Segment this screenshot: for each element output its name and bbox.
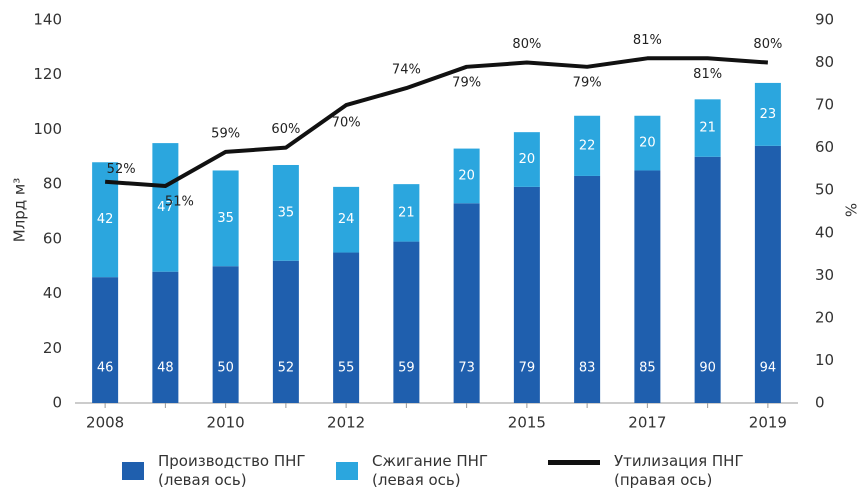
bar [754, 82, 781, 146]
bar-value-label: 35 [217, 211, 234, 226]
y-tick-label: 120 [33, 65, 62, 83]
y-tick-label: 100 [33, 120, 62, 138]
y2-tick-label: 40 [815, 223, 834, 241]
y2-tick-label: 60 [815, 138, 834, 156]
legend-swatch [336, 462, 358, 480]
bar-value-label: 20 [519, 152, 536, 167]
bar [634, 115, 661, 171]
bar [694, 156, 721, 403]
y-axis-label: Млрд м³ [11, 178, 29, 243]
legend-item: Сжигание ПНГ (левая ось) [336, 452, 502, 490]
x-tick-label: 2017 [628, 414, 666, 432]
y2-tick-label: 0 [815, 394, 825, 412]
legend-item: Производство ПНГ (левая ось) [122, 452, 308, 490]
bar [333, 186, 360, 253]
line-value-label: 74% [392, 63, 421, 78]
y-tick-label: 80 [43, 175, 62, 193]
bar-value-label: 73 [458, 361, 475, 376]
line-value-label: 80% [753, 37, 782, 52]
line-value-label: 52% [107, 162, 136, 177]
line-value-label: 60% [271, 122, 300, 137]
line-value-label: 79% [452, 75, 481, 90]
line-value-label: 80% [512, 37, 541, 52]
bar-value-label: 50 [217, 361, 234, 376]
y2-tick-label: 10 [815, 351, 834, 369]
bar-value-label: 83 [579, 361, 596, 376]
line-value-label: 81% [693, 67, 722, 82]
bar [453, 203, 480, 403]
bar [152, 143, 179, 272]
bar [513, 132, 540, 187]
bar-value-label: 94 [760, 361, 777, 376]
bar [212, 170, 239, 267]
y-tick-label: 40 [43, 284, 62, 302]
bar [152, 271, 179, 403]
bar-value-label: 21 [398, 205, 415, 220]
bar [92, 277, 119, 403]
bar [453, 148, 480, 204]
y-tick-label: 0 [52, 394, 62, 412]
x-tick-label: 2019 [749, 414, 787, 432]
y2-axis-label: % [842, 203, 858, 217]
legend-swatch [548, 460, 600, 465]
bar [574, 115, 601, 176]
bar-value-label: 46 [97, 361, 114, 376]
bar [272, 260, 299, 403]
x-tick-label: 2010 [207, 414, 245, 432]
y2-tick-label: 90 [815, 11, 834, 29]
y-tick-label: 60 [43, 229, 62, 247]
bar-value-label: 35 [278, 205, 295, 220]
bar [754, 145, 781, 404]
bar [513, 186, 540, 403]
line [104, 56, 769, 188]
bar-value-label: 85 [639, 361, 656, 376]
bar-value-label: 23 [760, 107, 777, 122]
line-value-label: 51% [165, 194, 194, 209]
line-value-label: 79% [573, 75, 602, 90]
bar-value-label: 24 [338, 212, 355, 227]
bar-value-label: 52 [278, 361, 295, 376]
bar [333, 252, 360, 403]
y2-tick-label: 30 [815, 266, 834, 284]
legend-label: Сжигание ПНГ (левая ось) [372, 452, 489, 489]
y-tick-label: 140 [33, 11, 62, 29]
legend-swatch [122, 462, 144, 480]
x-tick-label: 2012 [327, 414, 365, 432]
bar-value-label: 20 [639, 136, 656, 151]
legend-label: Производство ПНГ (левая ось) [158, 452, 306, 489]
bar-value-label: 48 [157, 361, 174, 376]
bar-value-label: 59 [398, 361, 415, 376]
y2-tick-label: 50 [815, 181, 834, 199]
legend-item: Утилизация ПНГ (правая ось) [548, 452, 794, 490]
y-tick-label: 20 [43, 339, 62, 357]
legend-label: Утилизация ПНГ (правая ось) [614, 452, 744, 489]
y2-tick-label: 80 [815, 53, 834, 71]
line-value-label: 70% [332, 116, 361, 131]
line-value-label: 59% [211, 126, 240, 141]
bar [574, 175, 601, 403]
bar [393, 241, 420, 403]
bar-value-label: 55 [338, 361, 355, 376]
bar [272, 164, 299, 261]
bar-value-label: 20 [458, 168, 475, 183]
x-tick-label: 2008 [86, 414, 124, 432]
y2-tick-label: 20 [815, 308, 834, 326]
y2-tick-label: 70 [815, 96, 834, 114]
chart: Млрд м³ % 0 20 40 60 80 100 120 140 0 10 20 30 40 50 6… [11, 11, 858, 432]
bar-value-label: 22 [579, 138, 596, 153]
x-tick-label: 2015 [508, 414, 546, 432]
bar [634, 170, 661, 403]
bar [393, 184, 420, 242]
bar [212, 266, 239, 403]
bar-value-label: 90 [699, 361, 716, 376]
bar-value-label: 79 [519, 361, 536, 376]
bar-value-label: 47 [157, 200, 174, 215]
line-value-label: 81% [633, 33, 662, 48]
bar-value-label: 21 [699, 121, 716, 136]
bar-value-label: 42 [97, 212, 114, 227]
bar [694, 99, 721, 157]
